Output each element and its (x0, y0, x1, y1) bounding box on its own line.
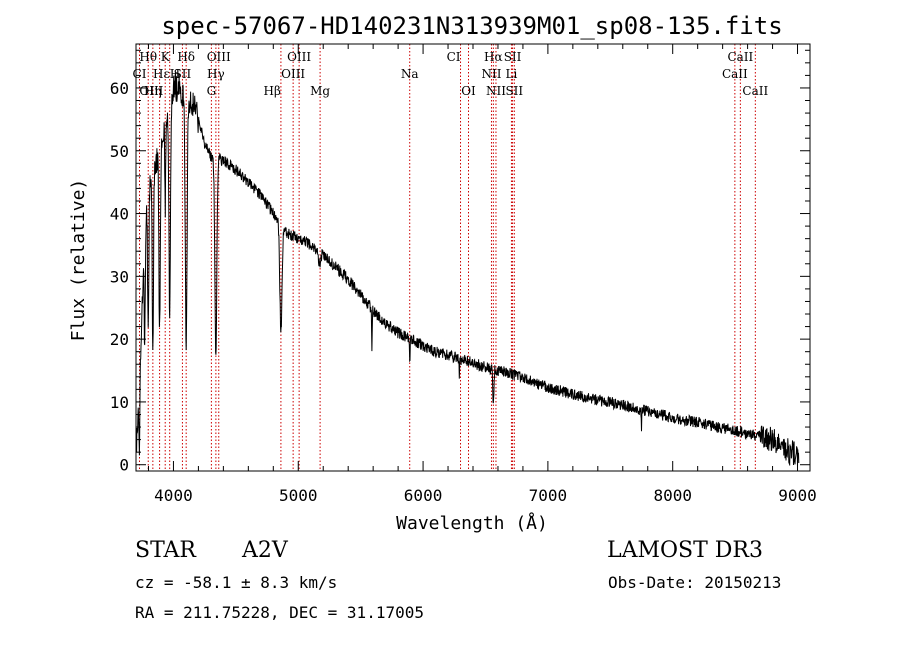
line-label-7: SII (504, 50, 522, 64)
line-label-24: OI (461, 84, 476, 98)
line-label-12: SII (174, 67, 192, 81)
object-subclass: A2V (242, 538, 288, 563)
line-label-21: G (207, 84, 217, 98)
line-label-9: CI (133, 67, 147, 81)
line-label-13: Hγ (207, 67, 225, 81)
y-tick-label-60: 60 (110, 79, 129, 98)
y-tick-label-10: 10 (110, 393, 129, 412)
plot-frame (135, 43, 811, 472)
x-axis-label: Wavelength (Å) (396, 512, 548, 534)
axis-ticks (136, 44, 810, 471)
line-label-16: NII (481, 67, 501, 81)
line-label-27: CaII (742, 84, 768, 98)
line-label-18: CaII (722, 67, 748, 81)
line-label-25: NII (486, 84, 506, 98)
y-tick-label-20: 20 (110, 330, 129, 349)
line-label-20: Hη (144, 84, 162, 98)
line-label-3: OIII (207, 50, 231, 64)
coordinates-readout: RA = 211.75228, DEC = 31.17005 (135, 603, 424, 622)
y-tick-label-0: 0 (119, 456, 129, 475)
line-label-2: Hδ (177, 50, 195, 64)
y-axis-label: Flux (relative) (68, 179, 89, 342)
spectrum-trace (135, 72, 800, 467)
x-tick-label-8000: 8000 (653, 486, 692, 505)
spectrum-line (135, 72, 800, 467)
line-label-4: OIII (287, 50, 311, 64)
line-label-0: Hθ (139, 50, 157, 64)
line-label-22: Hβ (264, 84, 281, 98)
observation-date: Obs-Date: 20150213 (608, 573, 782, 592)
x-tick-label-6000: 6000 (404, 486, 443, 505)
x-tick-label-5000: 5000 (279, 486, 318, 505)
line-label-10: Hε (153, 67, 170, 81)
line-label-1: K (161, 50, 171, 64)
x-tick-label-7000: 7000 (529, 486, 568, 505)
line-label-26: SII (505, 84, 523, 98)
y-tick-label-40: 40 (110, 205, 129, 224)
axis-tick-labels: 4000 5000 6000 7000 8000 9000 0 10 20 30 40 50 60 (110, 79, 817, 505)
y-tick-label-30: 30 (110, 267, 129, 286)
redshift-readout: cz = -58.1 ± 8.3 km/s (135, 573, 338, 592)
x-tick-label-9000: 9000 (778, 486, 817, 505)
line-label-14: OIII (281, 67, 305, 81)
line-label-6: Hα (484, 50, 503, 64)
line-label-23: Mg (310, 84, 330, 98)
line-label-15: Na (401, 67, 419, 81)
x-tick-label-4000: 4000 (154, 486, 193, 505)
spectral-line-markers (138, 44, 756, 471)
survey-name: LAMOST DR3 (607, 538, 763, 563)
line-label-5: CI (447, 50, 461, 64)
line-label-17: Li (506, 67, 518, 81)
object-class: STAR (135, 538, 196, 563)
chart-title: spec-57067-HD140231N313939M01_sp08-135.f… (161, 12, 782, 40)
line-label-8: CaII (727, 50, 753, 64)
y-tick-label-50: 50 (110, 142, 129, 161)
